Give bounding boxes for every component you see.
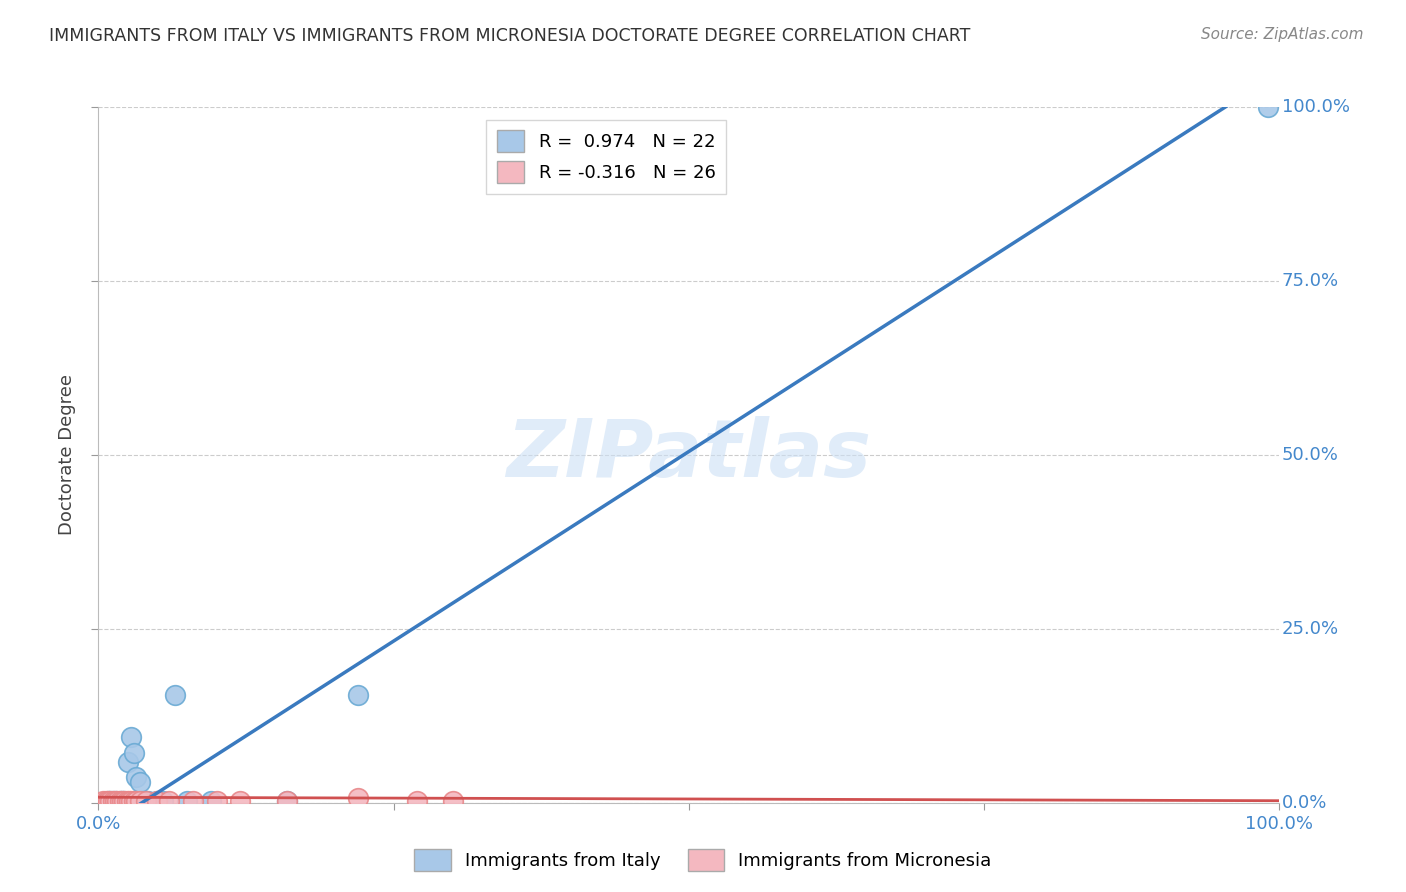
Point <box>111 794 134 808</box>
Point <box>276 794 298 808</box>
Point <box>94 794 117 808</box>
Point <box>121 730 143 744</box>
Point <box>128 794 150 808</box>
Point <box>112 794 135 808</box>
Text: Source: ZipAtlas.com: Source: ZipAtlas.com <box>1201 27 1364 42</box>
Text: 75.0%: 75.0% <box>1282 272 1339 290</box>
Point <box>122 746 145 760</box>
Point <box>135 794 157 808</box>
Point <box>121 794 143 808</box>
Point <box>1257 100 1279 114</box>
Point <box>122 794 145 808</box>
Point <box>108 794 131 808</box>
Point <box>152 794 174 808</box>
Point <box>157 794 180 808</box>
Point <box>97 794 120 808</box>
Text: 50.0%: 50.0% <box>1282 446 1339 464</box>
Text: 25.0%: 25.0% <box>1282 620 1339 638</box>
Legend: Immigrants from Italy, Immigrants from Micronesia: Immigrants from Italy, Immigrants from M… <box>408 842 998 879</box>
Point <box>98 794 121 808</box>
Point <box>104 794 127 808</box>
Point <box>125 794 148 808</box>
Point <box>115 794 138 808</box>
Point <box>347 688 370 702</box>
Point <box>441 794 464 808</box>
Point <box>205 794 228 808</box>
Point <box>200 794 222 808</box>
Point <box>165 688 187 702</box>
Point <box>347 791 370 805</box>
Point <box>105 794 128 808</box>
Y-axis label: Doctorate Degree: Doctorate Degree <box>58 375 76 535</box>
Legend: R =  0.974   N = 22, R = -0.316   N = 26: R = 0.974 N = 22, R = -0.316 N = 26 <box>486 120 727 194</box>
Point <box>101 794 124 808</box>
Point <box>105 794 128 808</box>
Point <box>98 794 121 808</box>
Point <box>146 794 169 808</box>
Point <box>101 794 124 808</box>
Point <box>117 756 139 770</box>
Point <box>136 794 159 808</box>
Point <box>97 794 120 808</box>
Point <box>406 794 429 808</box>
Point <box>128 775 150 789</box>
Point <box>276 794 298 808</box>
Text: IMMIGRANTS FROM ITALY VS IMMIGRANTS FROM MICRONESIA DOCTORATE DEGREE CORRELATION: IMMIGRANTS FROM ITALY VS IMMIGRANTS FROM… <box>49 27 970 45</box>
Point <box>118 794 141 808</box>
Text: 0.0%: 0.0% <box>1282 794 1327 812</box>
Text: ZIPatlas: ZIPatlas <box>506 416 872 494</box>
Point <box>176 794 198 808</box>
Point <box>229 794 252 808</box>
Text: 100.0%: 100.0% <box>1282 98 1350 116</box>
Point <box>125 770 148 784</box>
Point <box>146 794 169 808</box>
Point <box>111 794 134 808</box>
Point <box>181 794 204 808</box>
Point <box>108 794 131 808</box>
Point <box>132 794 155 808</box>
Point <box>112 794 135 808</box>
Point <box>91 794 114 808</box>
